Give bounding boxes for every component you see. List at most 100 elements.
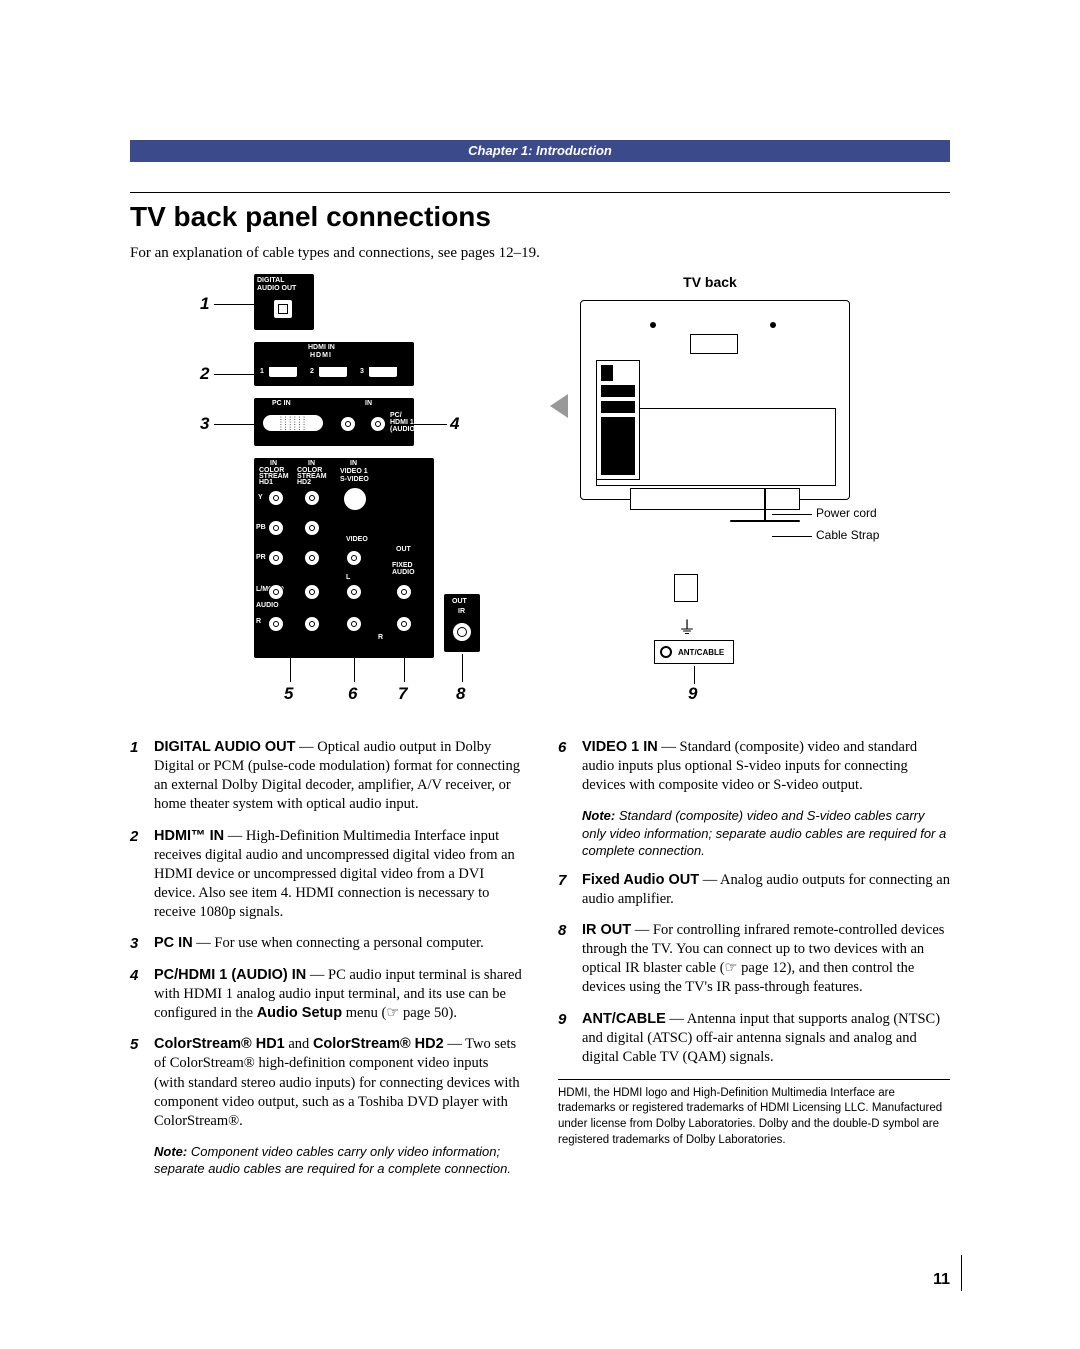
label-pr: PR: [256, 554, 266, 561]
note-5: Note: Component video cables carry only …: [154, 1143, 522, 1177]
item-4-num: 4: [130, 966, 154, 1023]
item-5: 5 ColorStream® HD1 and ColorStream® HD2 …: [130, 1035, 522, 1131]
item-1-num: 1: [130, 738, 154, 815]
item-3-text: PC IN — For use when connecting a person…: [154, 934, 484, 954]
label-hdmi-1: 1: [260, 368, 264, 375]
connector-panel-figure: 1 2 3 4 DIGITALAUDIO OUT HDMI IN HDMI 1 …: [200, 274, 500, 714]
label-video: VIDEO: [346, 536, 368, 543]
item-9-text: ANT/CABLE — Antenna input that supports …: [582, 1010, 950, 1067]
item-9-term: ANT/CABLE: [582, 1011, 666, 1027]
label-r-col: R: [378, 634, 383, 641]
item-4-tail: menu (☞ page 50).: [342, 1005, 457, 1021]
port-optical: [272, 298, 294, 320]
port-hd1-audio-l: [268, 584, 284, 600]
label-hdmi-3: 3: [360, 368, 364, 375]
callout-6: 6: [348, 684, 357, 704]
item-8-body: — For controlling infrared remote-contro…: [582, 922, 944, 995]
item-4-text: PC/HDMI 1 (AUDIO) IN — PC audio input te…: [154, 966, 522, 1023]
label-cable-strap: Cable Strap: [816, 528, 879, 542]
label-r-row: R: [256, 618, 261, 625]
column-right: 6 VIDEO 1 IN — Standard (composite) vide…: [558, 738, 950, 1189]
item-6-text: VIDEO 1 IN — Standard (composite) video …: [582, 738, 950, 795]
port-hd2-audio-r: [304, 616, 320, 632]
callout-3: 3: [200, 414, 209, 434]
page-number-rule: [961, 1255, 962, 1291]
chapter-band: Chapter 1: Introduction: [130, 140, 950, 162]
label-in-col2: IN: [308, 460, 315, 467]
port-hd1-pr: [268, 550, 284, 566]
label-l: L: [346, 574, 350, 581]
port-hdmi-1: [268, 366, 298, 378]
port-pc-hdmi-audio: [370, 416, 386, 432]
item-3-num: 3: [130, 934, 154, 954]
item-8-num: 8: [558, 921, 582, 998]
item-3-body: — For use when connecting a personal com…: [193, 935, 484, 951]
label-video1: VIDEO 1: [340, 468, 368, 475]
tv-back-title: TV back: [540, 274, 880, 290]
item-7: 7 Fixed Audio OUT — Analog audio outputs…: [558, 871, 950, 909]
port-svideo: [342, 486, 368, 512]
item-4-term: PC/HDMI 1 (AUDIO) IN: [154, 967, 306, 983]
port-vga: ::::::::::::::::::: [262, 414, 324, 432]
item-1-text: DIGITAL AUDIO OUT — Optical audio output…: [154, 738, 522, 815]
label-ant-cable: ANT/CABLE: [678, 648, 724, 657]
port-hd2-pr: [304, 550, 320, 566]
port-hdmi-2: [318, 366, 348, 378]
item-2-num: 2: [130, 827, 154, 923]
item-2-text: HDMI™ IN — High-Definition Multimedia In…: [154, 827, 522, 923]
item-2: 2 HDMI™ IN — High-Definition Multimedia …: [130, 827, 522, 923]
item-7-text: Fixed Audio OUT — Analog audio outputs f…: [582, 871, 950, 909]
port-fixed-audio-l: [396, 584, 412, 600]
label-digital-audio-out: DIGITALAUDIO OUT: [257, 277, 296, 293]
item-5-num: 5: [130, 1035, 154, 1131]
item-6: 6 VIDEO 1 IN — Standard (composite) vide…: [558, 738, 950, 795]
note-6-text: Standard (composite) video and S-video c…: [582, 808, 946, 857]
callout-8: 8: [456, 684, 465, 704]
label-hdmi-in: HDMI IN: [308, 344, 335, 351]
label-cs-hd1: COLORSTREAMHD1: [259, 468, 289, 486]
item-5-text: ColorStream® HD1 and ColorStream® HD2 — …: [154, 1035, 522, 1131]
body-columns: 1 DIGITAL AUDIO OUT — Optical audio outp…: [130, 738, 950, 1189]
tv-back-figure: TV back Power cord Cable Strap ⏚: [540, 274, 880, 714]
callout-1: 1: [200, 294, 209, 314]
label-fixed-audio: FIXEDAUDIO: [392, 562, 415, 576]
label-cs-hd2: COLORSTREAMHD2: [297, 468, 327, 486]
label-audio-side: AUDIO: [256, 602, 279, 609]
note-5-label: Note:: [154, 1144, 187, 1159]
item-6-num: 6: [558, 738, 582, 795]
port-fixed-audio-r: [396, 616, 412, 632]
item-2-term: HDMI™ IN: [154, 828, 224, 844]
footnote-rule: [558, 1079, 950, 1080]
port-ir-out: [452, 622, 472, 642]
port-hd2-audio-l: [304, 584, 320, 600]
diagram-row: 1 2 3 4 DIGITALAUDIO OUT HDMI IN HDMI 1 …: [130, 274, 950, 714]
label-in-col3: IN: [350, 460, 357, 467]
item-6-term: VIDEO 1 IN: [582, 739, 658, 755]
callout-7: 7: [398, 684, 407, 704]
port-hd1-y: [268, 490, 284, 506]
item-4-term2: Audio Setup: [257, 1005, 342, 1021]
port-hd1-audio-r: [268, 616, 284, 632]
label-in-col1: IN: [270, 460, 277, 467]
item-3-term: PC IN: [154, 935, 193, 951]
callout-9: 9: [688, 684, 697, 704]
port-video1-audio-r: [346, 616, 362, 632]
label-hdmi-2: 2: [310, 368, 314, 375]
port-ant-cable: [660, 646, 672, 658]
callout-4: 4: [450, 414, 459, 434]
port-hd1-pb: [268, 520, 284, 536]
item-5-term2: ColorStream® HD2: [313, 1036, 444, 1052]
note-5-text: Component video cables carry only video …: [154, 1144, 511, 1176]
hdmi-logo: HDMI: [310, 352, 332, 359]
item-7-num: 7: [558, 871, 582, 909]
label-in: IN: [365, 400, 372, 407]
label-pc-in: PC IN: [272, 400, 291, 407]
item-9-num: 9: [558, 1010, 582, 1067]
label-out: OUT: [396, 546, 411, 553]
item-9: 9 ANT/CABLE — Antenna input that support…: [558, 1010, 950, 1067]
item-8: 8 IR OUT — For controlling infrared remo…: [558, 921, 950, 998]
note-6: Note: Standard (composite) video and S-v…: [582, 807, 950, 858]
note-6-label: Note:: [582, 808, 615, 823]
item-5-term: ColorStream® HD1: [154, 1036, 285, 1052]
intro-text: For an explanation of cable types and co…: [130, 245, 950, 262]
